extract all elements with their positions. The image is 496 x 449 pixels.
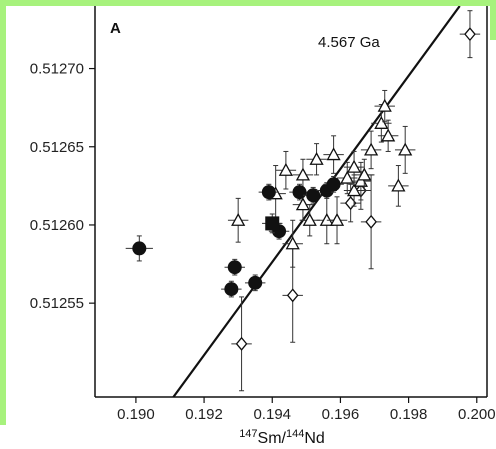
marker-open-triangle (340, 170, 355, 184)
y-axis: 0.51255 0.51260 0.51265 0.51270 (30, 6, 488, 397)
marker-open-diamond (235, 336, 248, 351)
data-point-open-triangle (282, 219, 303, 268)
data-point-open-triangle (374, 89, 395, 123)
x-axis: 0.190 0.192 0.194 0.196 0.198 0.200 (95, 396, 496, 423)
data-point-open-diamond (231, 296, 252, 392)
x-axis-title-sup1: 147 (239, 428, 257, 440)
marker-open-triangle (346, 159, 362, 173)
marker-filled-circle (292, 185, 307, 200)
marker-filled-circle (132, 241, 147, 256)
data-point-filled-circle (221, 280, 242, 298)
data-point-open-diamond (459, 10, 481, 59)
isochron-label: 4.567 Ga (318, 34, 380, 51)
y-tick-label: 0.51265 (30, 139, 84, 156)
selection-border-top (0, 0, 496, 6)
data-point-filled-circle (302, 186, 324, 204)
marker-filled-circle (261, 185, 276, 200)
data-point-filled-circle (125, 235, 153, 262)
marker-open-triangle (295, 197, 311, 211)
data-point-open-triangle (394, 125, 416, 174)
marker-open-triangle (295, 167, 311, 181)
selection-border-right (490, 0, 496, 40)
x-tick-label: 0.200 (458, 406, 496, 423)
marker-open-triangle (398, 142, 413, 156)
x-tick-label: 0.196 (322, 406, 360, 423)
x-tick-label: 0.190 (117, 406, 155, 423)
x-tick-label: 0.194 (253, 406, 291, 423)
marker-open-triangle (391, 178, 406, 192)
marker-open-triangle (278, 162, 293, 176)
marker-open-triangle (231, 212, 246, 226)
marker-open-diamond (464, 27, 476, 42)
marker-open-triangle (357, 167, 372, 181)
panel-label: A (110, 20, 121, 37)
data-point-open-triangle (227, 197, 249, 243)
marker-open-triangle (381, 128, 396, 142)
data-point-filled-circle (323, 175, 344, 193)
data-point-open-triangle (323, 135, 344, 174)
data-point-open-triangle (306, 143, 327, 176)
data-point-open-triangle (275, 150, 297, 190)
marker-open-diamond (365, 214, 377, 229)
data-point-filled-circle (224, 258, 245, 276)
marker-filled-circle (248, 275, 263, 290)
x-tick-label: 0.192 (185, 406, 223, 423)
marker-open-triangle (285, 236, 300, 250)
data-point-open-triangle (360, 130, 382, 170)
plot-area (125, 6, 481, 397)
x-axis-title-mid: Sm/ (258, 430, 287, 447)
marker-filled-circle (326, 177, 341, 192)
isochron-line (172, 6, 461, 397)
y-tick-label: 0.51260 (30, 217, 84, 234)
marker-open-triangle (326, 147, 341, 161)
x-axis-title: 147Sm/144Nd (239, 428, 325, 447)
marker-open-triangle (302, 212, 317, 226)
marker-open-triangle (346, 183, 362, 197)
x-tick-label: 0.198 (390, 406, 428, 423)
data-point-open-triangle (299, 204, 320, 237)
data-point-filled-circle (244, 274, 266, 292)
data-point-open-triangle (388, 165, 409, 207)
selection-border-left (0, 0, 6, 425)
x-axis-title-sup2: 144 (286, 428, 304, 440)
clipped-marks (125, 6, 481, 397)
data-point-open-triangle (377, 119, 399, 152)
data-point-filled-circle (258, 183, 280, 201)
x-axis-title-end: Nd (304, 430, 324, 447)
marker-open-triangle (377, 98, 392, 112)
y-tick-label: 0.51270 (30, 61, 84, 78)
marker-filled-circle (306, 188, 321, 203)
marker-filled-circle (224, 282, 239, 297)
marker-open-triangle (309, 151, 324, 165)
marker-open-diamond (286, 288, 299, 303)
data-point-open-triangle (354, 158, 375, 192)
data-point-filled-square (262, 213, 283, 234)
marker-filled-square (265, 216, 280, 231)
marker-open-triangle (374, 115, 389, 129)
y-tick-label: 0.51255 (30, 295, 84, 312)
data-point-open-triangle (326, 196, 348, 245)
marker-open-triangle (364, 142, 379, 156)
marker-open-triangle (329, 212, 345, 226)
marker-filled-circle (227, 260, 242, 275)
